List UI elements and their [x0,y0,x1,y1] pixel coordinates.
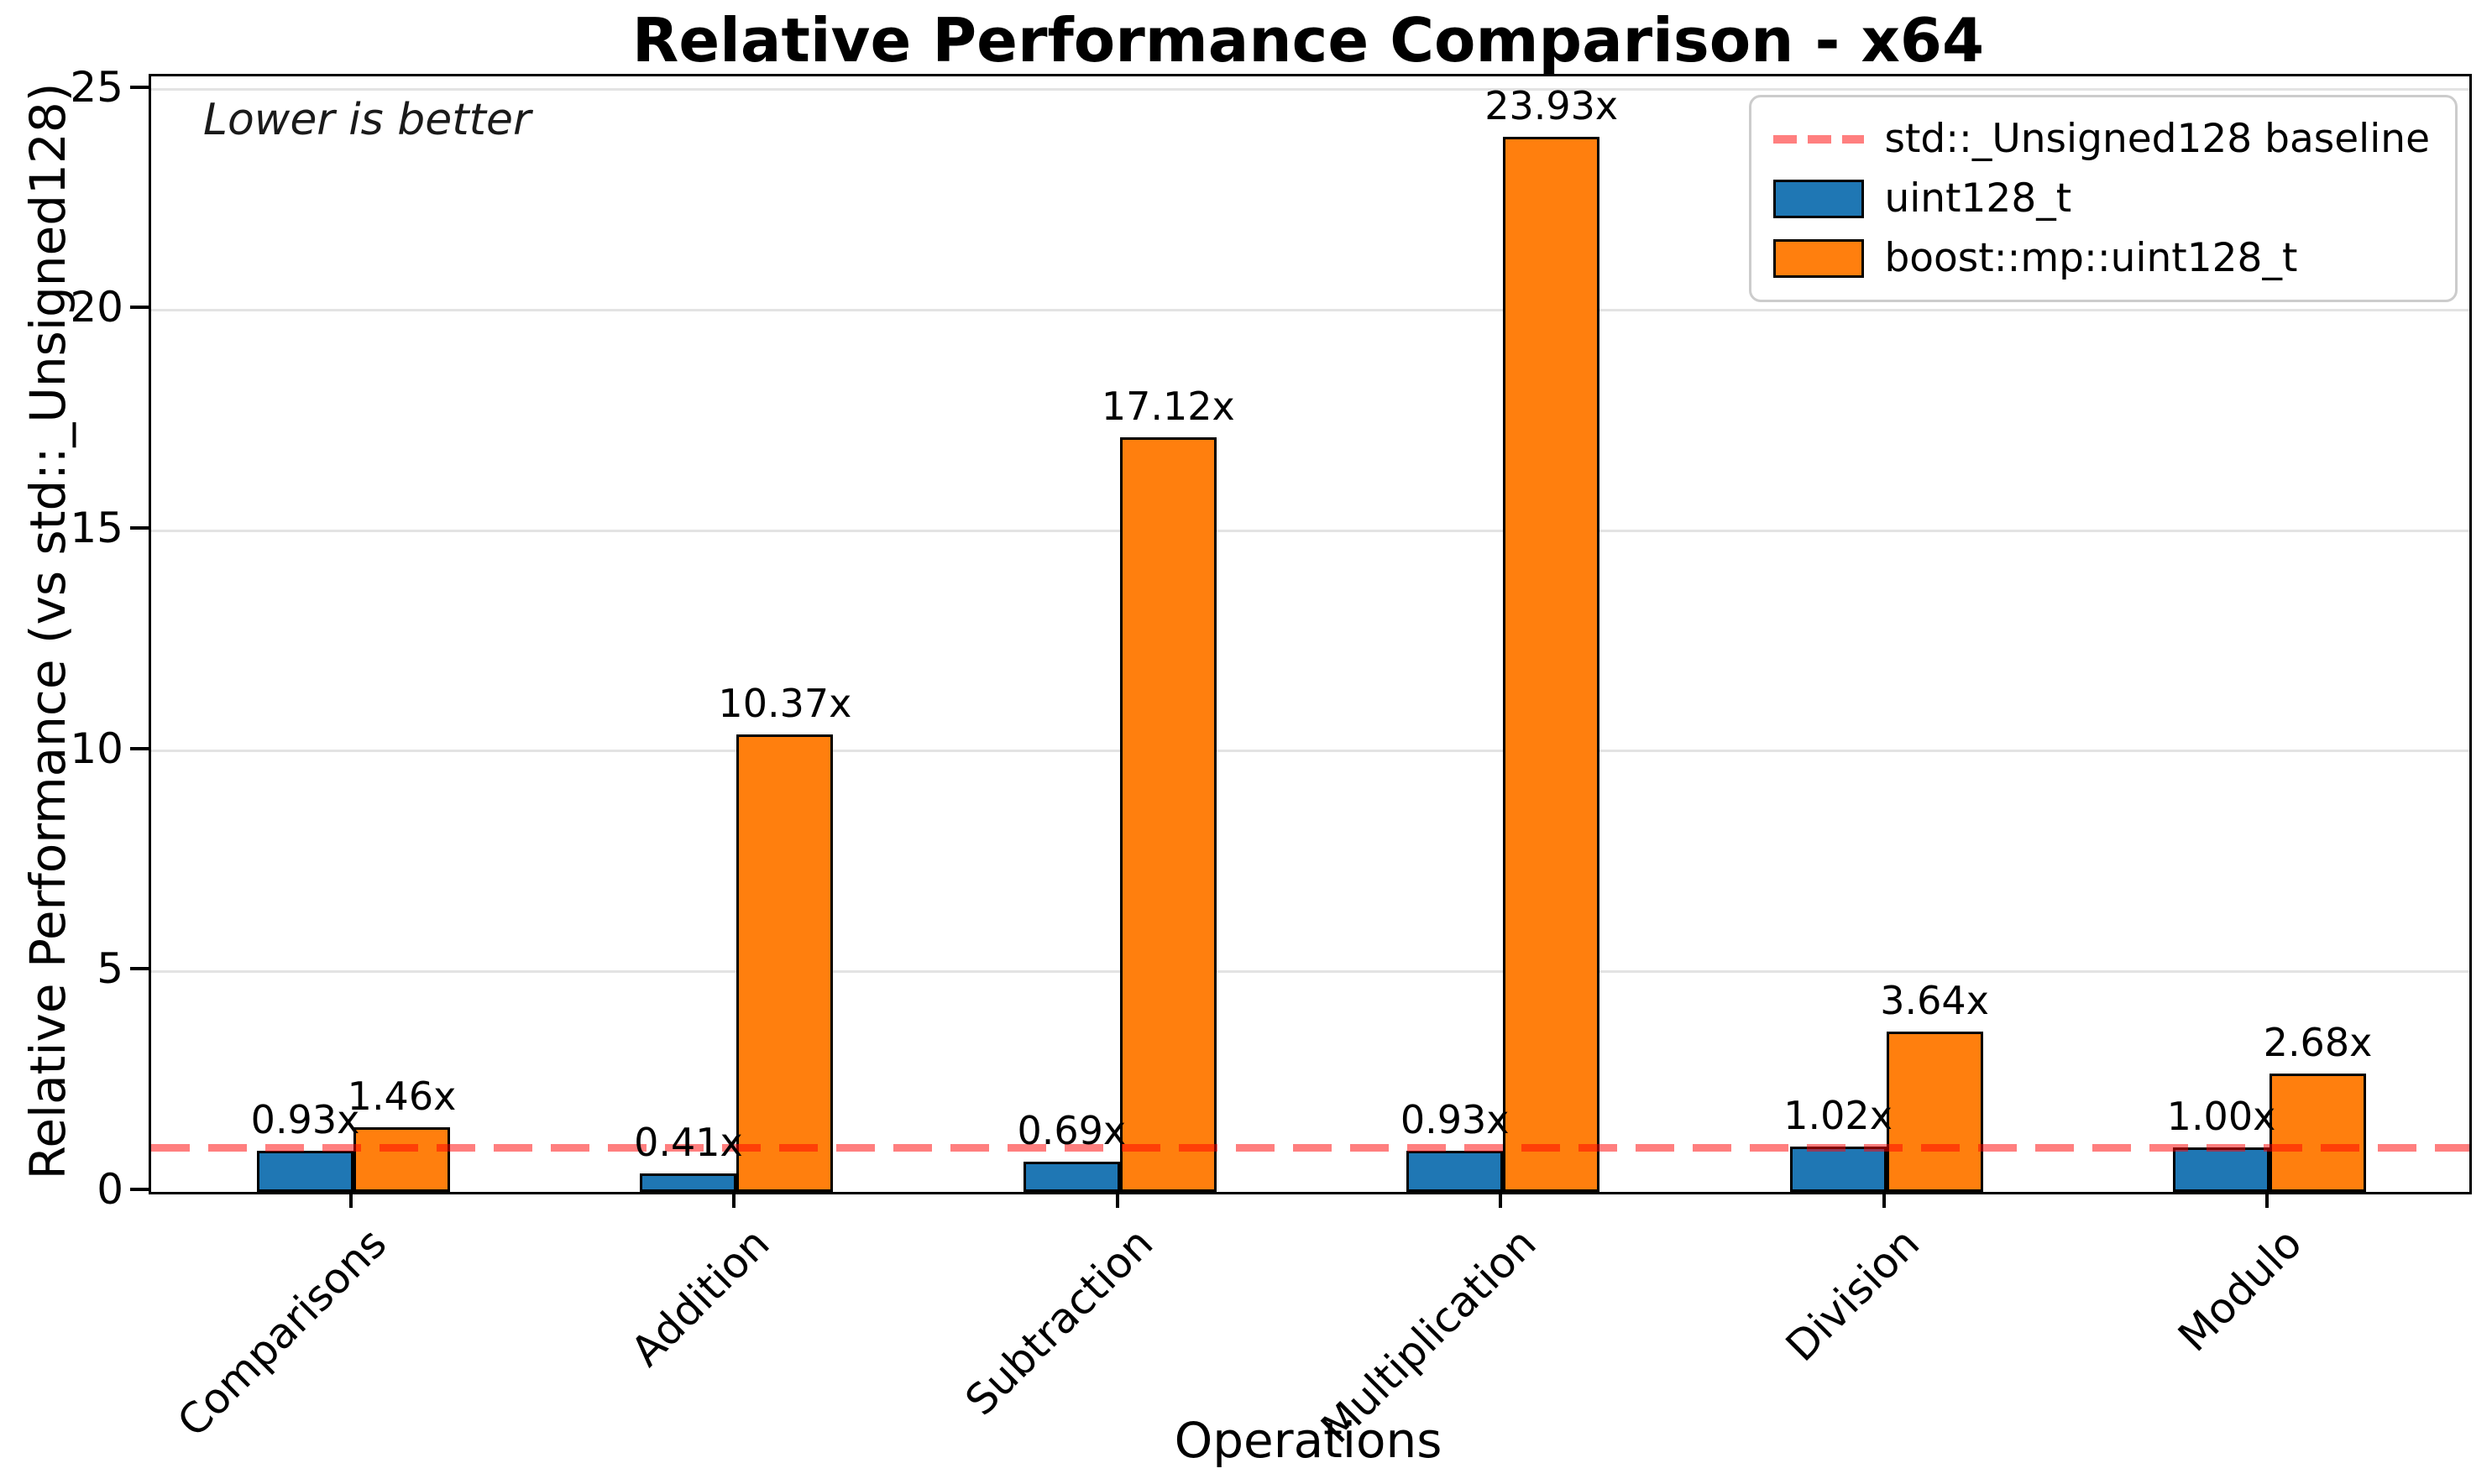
ytick-label-15: 15 [70,504,123,553]
gridline-y5 [151,969,2469,973]
xtick-label-Subtraction: Subtraction [955,1219,1162,1425]
bar-uint128_t-Division [1789,1147,1887,1192]
ytick-label-20: 20 [70,283,123,332]
bar-uint128_t-Comparisons [257,1151,353,1192]
legend-label-baseline: std::_Unsigned128 baseline [1884,116,2430,162]
bar-value-uint128_t-Multiplication: 0.93x [1400,1097,1510,1143]
bar-value-boost::mp::uint128_t-Division: 3.64x [1880,977,1989,1023]
bar-value-boost::mp::uint128_t-Addition: 10.37x [718,681,852,727]
bar-boost::mp::uint128_t-Comparisons [353,1127,450,1192]
xtick-label-Modulo: Modulo [2169,1219,2312,1361]
xtick-mark-Modulo [2265,1189,2269,1208]
xtick-label-Addition: Addition [621,1219,779,1377]
ytick-mark-10 [130,746,149,750]
xtick-mark-Multiplication [1499,1189,1503,1208]
ytick-mark-20 [130,306,149,310]
x-axis-label: Operations [1174,1412,1442,1469]
xtick-label-Division: Division [1776,1219,1929,1372]
ytick-mark-25 [130,85,149,89]
bar-value-boost::mp::uint128_t-Subtraction: 17.12x [1101,383,1235,429]
xtick-mark-Division [1882,1189,1886,1208]
bar-boost::mp::uint128_t-Multiplication [1503,136,1600,1192]
lower-is-better-note: Lower is better [203,95,531,145]
bar-uint128_t-Modulo [2173,1147,2270,1192]
bar-value-uint128_t-Division: 1.02x [1783,1093,1893,1139]
bar-value-boost::mp::uint128_t-Multiplication: 23.93x [1484,82,1619,128]
plot-area: 0.93x 1.46x 0.41x 10.37x 0.69x 17.12x 0.93x 23.… [149,74,2472,1194]
legend-item-boost: boost::mp::uint128_t [1773,235,2430,281]
bar-value-uint128_t-Addition: 0.41x [634,1120,743,1166]
bar-boost::mp::uint128_t-Subtraction [1119,436,1217,1192]
bar-value-boost::mp::uint128_t-Modulo: 2.68x [2263,1020,2373,1066]
xtick-label-Comparisons: Comparisons [167,1219,396,1447]
bar-value-uint128_t-Modulo: 1.00x [2166,1094,2276,1140]
bar-uint128_t-Multiplication [1406,1151,1504,1192]
bar-value-uint128_t-Comparisons: 0.93x [250,1097,360,1143]
baseline-dashed-line [151,1143,2469,1152]
bar-boost::mp::uint128_t-Addition [736,734,834,1192]
ytick-mark-0 [130,1188,149,1191]
ytick-label-0: 0 [97,1165,123,1214]
xtick-mark-Subtraction [1115,1189,1119,1208]
chart-title: Relative Performance Comparison - x64 [631,5,1985,76]
legend-label-boost: boost::mp::uint128_t [1884,235,2298,281]
ytick-label-5: 5 [97,944,123,994]
y-axis-label: Relative Performance (vs std::_Unsigned1… [19,82,76,1180]
legend-label-uint128: uint128_t [1884,175,2072,222]
xtick-mark-Addition [732,1189,736,1208]
baseline-dash-swatch [1773,134,1865,144]
gridline-y25 [151,88,2469,91]
uint128-color-swatch [1773,179,1865,218]
ytick-label-10: 10 [70,724,123,773]
bar-boost::mp::uint128_t-Division [1886,1031,1983,1192]
legend: std::_Unsigned128 baseline uint128_t boo… [1749,95,2458,302]
bar-boost::mp::uint128_t-Modulo [2270,1074,2366,1192]
bar-uint128_t-Subtraction [1023,1161,1120,1192]
bar-value-boost::mp::uint128_t-Comparisons: 1.46x [347,1074,457,1120]
legend-item-baseline: std::_Unsigned128 baseline [1773,116,2430,162]
ytick-mark-5 [130,967,149,971]
xtick-mark-Comparisons [349,1189,353,1208]
gridline-y10 [151,750,2469,753]
boost-color-swatch [1773,238,1865,278]
bar-uint128_t-Addition [640,1173,737,1192]
legend-item-uint128: uint128_t [1773,175,2430,222]
gridline-y20 [151,308,2469,311]
gridline-y15 [151,529,2469,532]
ytick-label-25: 25 [70,62,123,112]
ytick-mark-15 [130,526,149,530]
bar-value-uint128_t-Subtraction: 0.69x [1017,1107,1127,1153]
